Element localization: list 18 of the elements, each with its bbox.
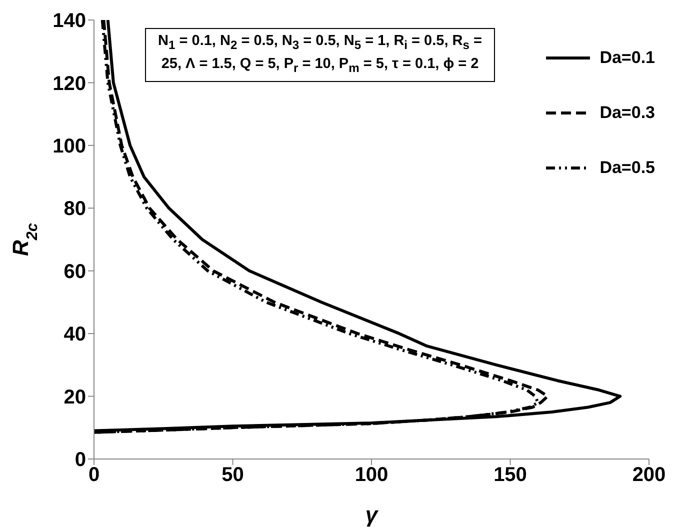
text: N$_{1}$ = 0.1, N$_{2}$ = 0.5, N$_{3}$ = 0.5, N$_{5}$ = 1, R$_{i}$ = 0.5, R$_{s}$ = 25, Λ = 1.5, Q = 5, P$_{r}$ = 10, P$_{m}$ = 5, τ = 0.1, ϕ = 2 — [158, 33, 482, 75]
y-tick-label: 60 — [64, 260, 86, 283]
y-tick-label: 40 — [64, 324, 86, 346]
x-tick-label: 200 — [632, 464, 666, 486]
y-tick-label: 120 — [52, 72, 86, 95]
x-axis-title: γ — [365, 502, 380, 527]
legend-label: Da=0.3 — [600, 102, 655, 122]
x-tick-label: 150 — [494, 464, 527, 486]
y-tick-label: 140 — [52, 10, 86, 32]
y-tick-label: 100 — [52, 136, 86, 158]
y-tick-label: 20 — [64, 386, 86, 408]
legend-label: Da=0.1 — [600, 48, 655, 68]
x-tick-label: 100 — [354, 464, 388, 486]
y-tick-label: 0 — [74, 449, 86, 472]
y-tick-label: 80 — [64, 198, 86, 220]
x-tick-label: 0 — [88, 464, 100, 486]
legend-label: Da=0.5 — [600, 158, 655, 178]
x-tick-label: 50 — [222, 464, 244, 486]
